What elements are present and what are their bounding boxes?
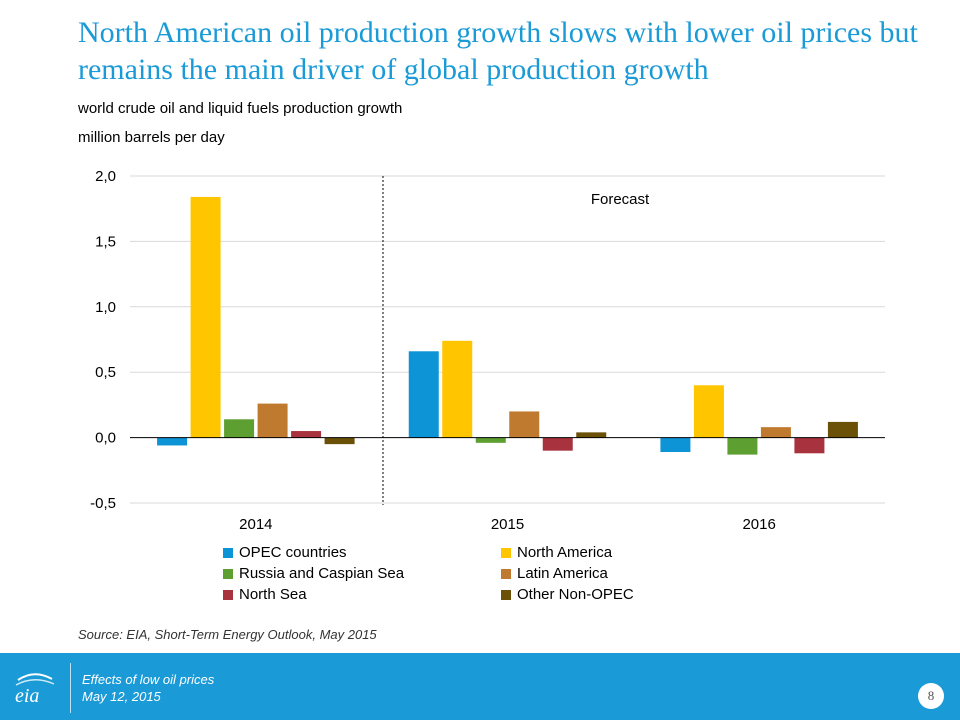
bar xyxy=(760,427,791,438)
legend-label: Latin America xyxy=(517,565,608,582)
eia-logo-icon: eia xyxy=(15,673,55,705)
bar xyxy=(660,437,691,452)
bars xyxy=(157,196,858,455)
y-tick-label: 0,5 xyxy=(95,364,116,381)
legend-item: North Sea xyxy=(223,585,501,605)
legend-swatch xyxy=(501,569,511,579)
legend-swatch xyxy=(223,590,233,600)
slide-title: North American oil production growth slo… xyxy=(78,16,918,86)
bar-chart: -0,5 0,0 0,5 1,0 1,5 2,0 2014 2015 2016 Forecast xyxy=(90,168,885,533)
forecast-annotation: Forecast xyxy=(591,191,650,208)
legend-item: OPEC countries xyxy=(223,543,501,563)
legend-swatch xyxy=(223,548,233,558)
bar xyxy=(693,385,724,438)
bar xyxy=(442,340,473,438)
legend-label: Russia and Caspian Sea xyxy=(239,565,405,582)
footer-bar: eia Effects of low oil prices May 12, 20… xyxy=(0,653,960,720)
bar xyxy=(509,411,540,438)
legend-item: Other Non-OPEC xyxy=(501,585,779,605)
source-note: Source: EIA, Short-Term Energy Outlook, … xyxy=(78,627,377,642)
svg-text:eia: eia xyxy=(15,685,39,705)
axes: -0,5 0,0 0,5 1,0 1,5 2,0 2014 2015 2016 xyxy=(90,168,885,533)
legend-label: OPEC countries xyxy=(239,544,347,561)
bar xyxy=(794,437,825,454)
footer-caption: Effects of low oil prices May 12, 2015 xyxy=(82,671,214,705)
y-tick-label: 1,0 xyxy=(95,299,116,316)
y-tick-label: -0,5 xyxy=(90,495,116,512)
bar xyxy=(576,432,607,438)
bar xyxy=(224,419,255,438)
bar xyxy=(324,437,355,445)
x-category-label: 2015 xyxy=(491,516,524,533)
footer-date: May 12, 2015 xyxy=(82,689,161,704)
chart-title: world crude oil and liquid fuels product… xyxy=(78,100,403,117)
bar xyxy=(475,437,506,443)
y-tick-label: 1,5 xyxy=(95,233,116,250)
x-category-label: 2014 xyxy=(239,516,272,533)
bar xyxy=(408,351,439,438)
y-tick-label: 2,0 xyxy=(95,168,116,185)
bar xyxy=(291,431,322,438)
bar xyxy=(190,196,221,438)
bar xyxy=(257,403,288,438)
legend-label: Other Non-OPEC xyxy=(517,586,634,603)
y-axis-unit-label: million barrels per day xyxy=(78,129,225,146)
bar xyxy=(827,421,858,438)
legend-item: Latin America xyxy=(501,564,779,584)
chart-legend: OPEC countries North America Russia and Ca… xyxy=(223,543,783,605)
bar xyxy=(542,437,573,451)
page-number: 8 xyxy=(918,683,944,709)
footer-divider xyxy=(70,663,71,713)
legend-swatch xyxy=(223,569,233,579)
bar xyxy=(727,437,758,455)
bar xyxy=(157,437,188,446)
legend-item: Russia and Caspian Sea xyxy=(223,564,501,584)
legend-label: North Sea xyxy=(239,586,307,603)
y-tick-label: 0,0 xyxy=(95,430,116,447)
legend-swatch xyxy=(501,590,511,600)
gridlines xyxy=(130,175,885,504)
x-category-label: 2016 xyxy=(742,516,775,533)
legend-item: North America xyxy=(501,543,779,563)
legend-swatch xyxy=(501,548,511,558)
legend-label: North America xyxy=(517,544,613,561)
footer-topic: Effects of low oil prices xyxy=(82,672,215,687)
